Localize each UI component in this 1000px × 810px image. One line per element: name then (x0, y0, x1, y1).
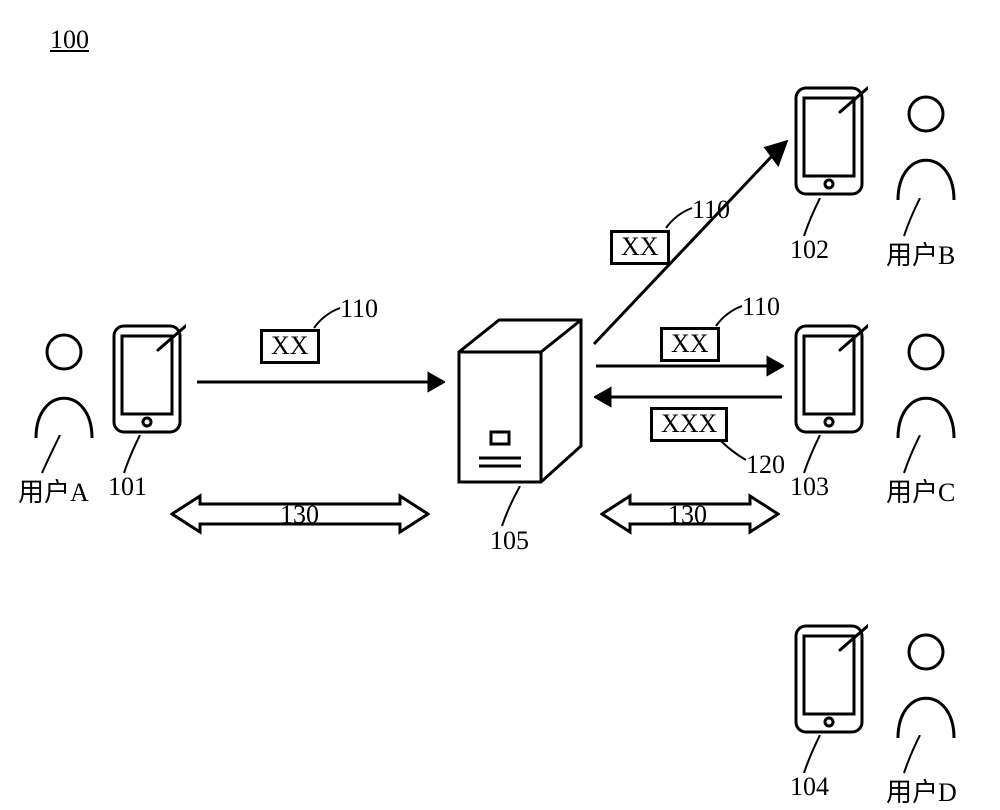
device-102-leader (802, 198, 830, 238)
msg-rightb-leader (718, 438, 748, 462)
msg-left-text: XX (271, 331, 309, 360)
user-a-leader (40, 435, 70, 475)
user-d-icon (890, 630, 962, 740)
figure-number: 100 (50, 25, 89, 55)
msg-rightf-text: XX (671, 329, 709, 358)
msg-top-ref: 110 (692, 195, 730, 225)
msg-rightf-ref: 110 (742, 292, 780, 322)
user-c-leader (902, 435, 930, 475)
user-b-label: 用户B (886, 235, 955, 272)
msg-rightb-text: XXX (661, 409, 717, 438)
arrow-a-to-server (195, 370, 445, 394)
msg-left-leader (312, 306, 342, 330)
arrow-c-to-server (594, 385, 784, 409)
user-d-leader (902, 735, 930, 775)
msg-top-leader (664, 206, 694, 230)
device-104-leader (802, 735, 830, 775)
user-c-icon (890, 330, 962, 440)
network-left-ref: 130 (280, 500, 319, 530)
device-102-icon (790, 82, 868, 200)
diagram-stage: 100 用户A 101 105 102 用户B (0, 0, 1000, 810)
device-103-leader (802, 435, 830, 475)
msg-top-text: XX (621, 232, 659, 261)
device-101-ref: 101 (108, 472, 147, 502)
server-ref: 105 (490, 526, 529, 556)
device-101-icon (108, 320, 186, 438)
user-b-icon (890, 92, 962, 202)
msg-rightf-leader (714, 304, 744, 328)
msg-top-box: XX (610, 230, 670, 265)
device-102-ref: 102 (790, 235, 829, 265)
msg-left-box: XX (260, 329, 320, 364)
device-103-ref: 103 (790, 472, 829, 502)
user-a-label: 用户A (18, 472, 89, 509)
server-icon (455, 316, 585, 488)
device-103-icon (790, 320, 868, 438)
user-b-leader (902, 198, 930, 238)
network-right-ref: 130 (668, 500, 707, 530)
server-leader (500, 486, 528, 528)
device-101-leader (122, 435, 150, 475)
user-a-icon (28, 330, 100, 440)
device-104-icon (790, 620, 868, 738)
device-104-ref: 104 (790, 772, 829, 802)
msg-rightb-box: XXX (650, 407, 728, 442)
msg-rightb-ref: 120 (746, 450, 785, 480)
msg-left-ref: 110 (340, 294, 378, 324)
msg-rightf-box: XX (660, 327, 720, 362)
user-c-label: 用户C (886, 472, 955, 509)
user-d-label: 用户D (886, 772, 957, 809)
